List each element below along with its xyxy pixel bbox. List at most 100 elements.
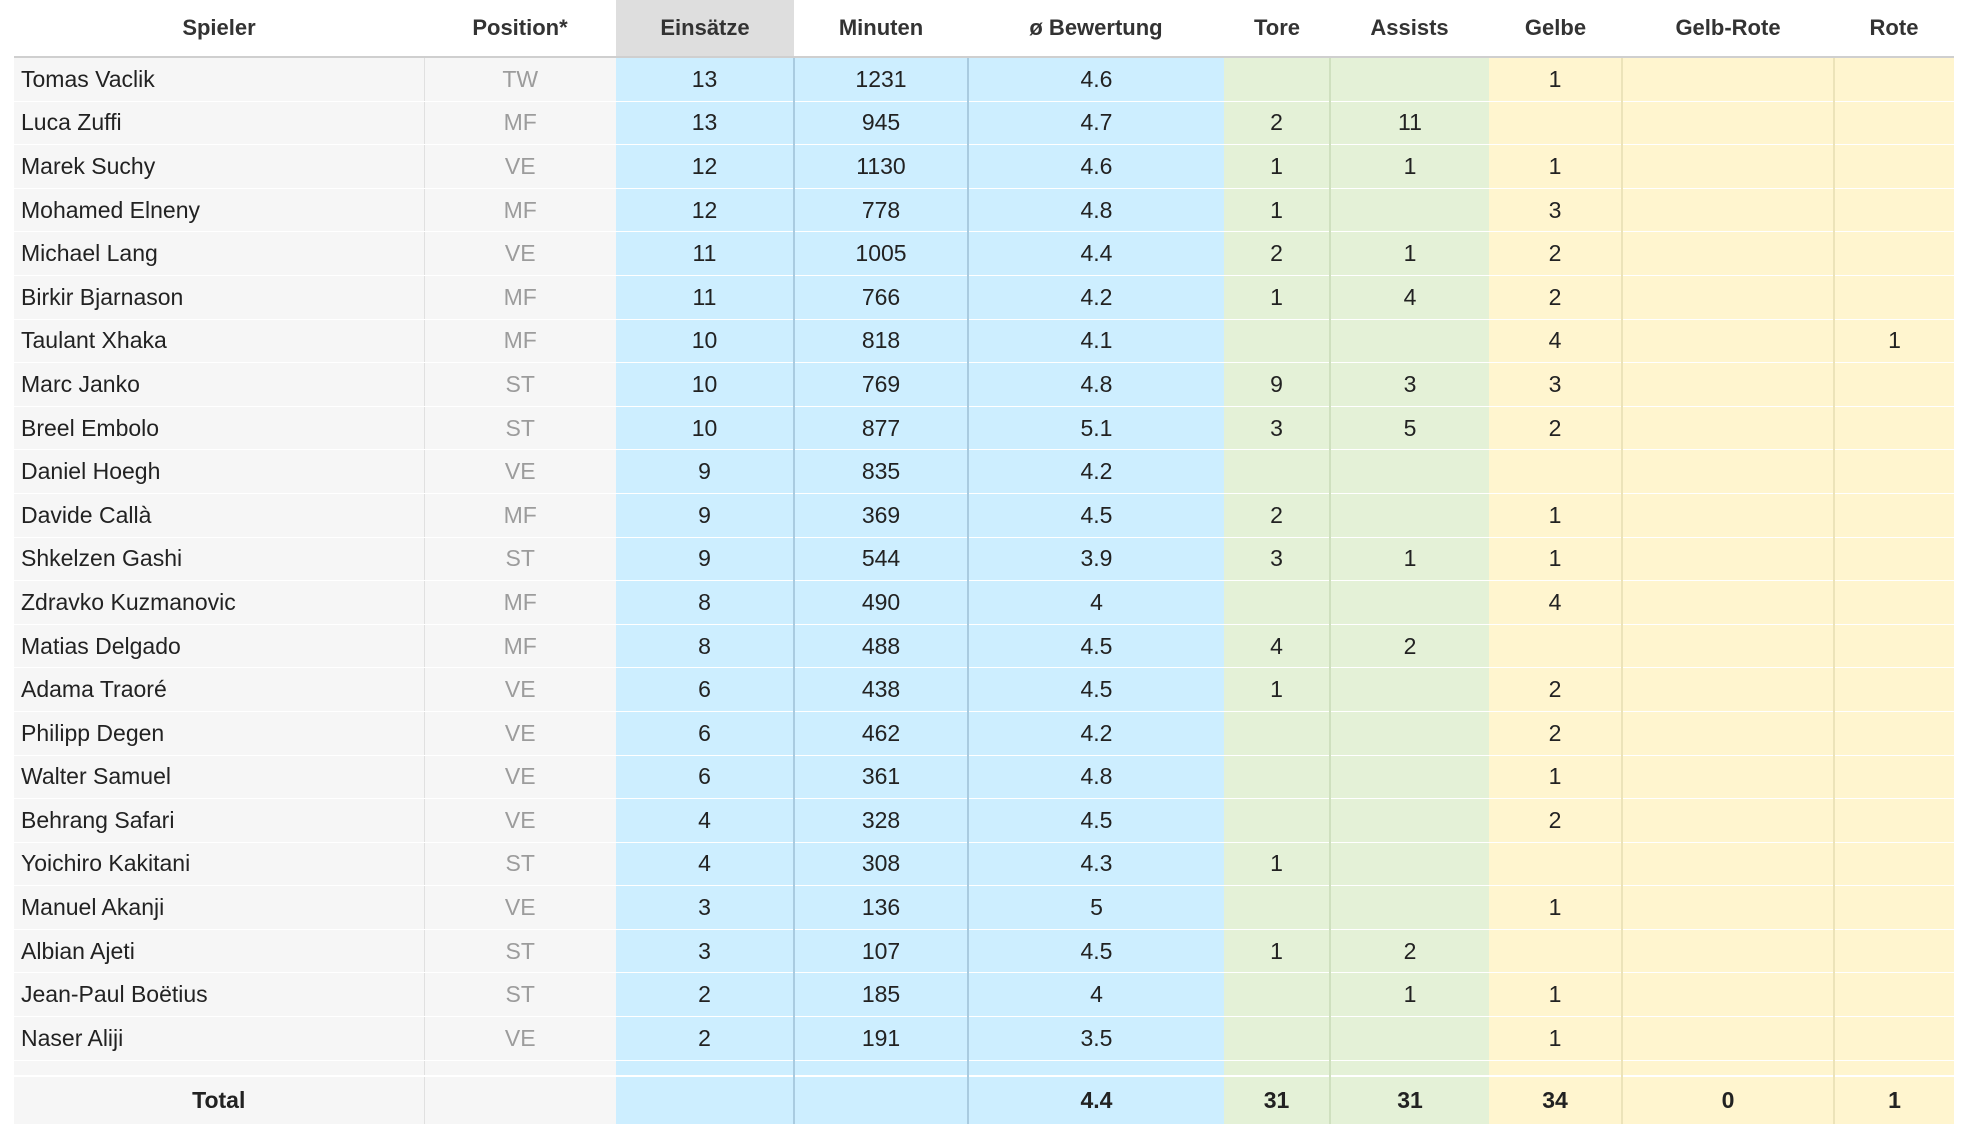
cell-tore [1224, 57, 1330, 102]
cell-einsaetze: 10 [616, 362, 794, 407]
cell-einsaetze: 4 [616, 798, 794, 843]
column-header-assists[interactable]: Assists [1330, 0, 1489, 58]
cell-gelbe [1489, 929, 1622, 974]
table-row: Birkir Bjarnason MF 11 766 4.2 1 4 2 [14, 275, 1954, 320]
cell-position: ST [423, 406, 616, 451]
cell-gelbe: 2 [1489, 667, 1622, 712]
cell-gelbe: 1 [1489, 755, 1622, 800]
cell-einsaetze: 11 [616, 231, 794, 276]
cell-minuten: 544 [793, 537, 968, 582]
cell-spieler: Shkelzen Gashi [14, 537, 424, 582]
cell-minuten: 191 [793, 1016, 968, 1061]
cell-assists: 1 [1329, 144, 1489, 189]
cell-position: VE [423, 711, 616, 756]
cell-assists [1329, 319, 1489, 364]
table-row: Adama Traoré VE 6 438 4.5 1 2 [14, 667, 1954, 712]
cell-minuten: 107 [793, 929, 968, 974]
cell-tore: 1 [1224, 144, 1330, 189]
column-header-position[interactable]: Position* [424, 0, 616, 58]
cell-bewertung: 4.6 [967, 144, 1224, 189]
cell-gelb-rote [1621, 667, 1834, 712]
cell-rote [1833, 231, 1954, 276]
cell-gelb-rote [1621, 842, 1834, 887]
cell-gelbe [1489, 624, 1622, 669]
table-row: Naser Aliji VE 2 191 3.5 1 [14, 1016, 1954, 1061]
cell-position: MF [423, 493, 616, 538]
cell-gelb-rote [1621, 537, 1834, 582]
cell-position: VE [423, 755, 616, 800]
cell-position: ST [423, 929, 616, 974]
cell-rote [1833, 711, 1954, 756]
cell-gelb-rote [1621, 755, 1834, 800]
cell-assists: 2 [1329, 929, 1489, 974]
cell-minuten: 1005 [793, 231, 968, 276]
cell-gelb-rote [1621, 57, 1834, 102]
cell-bewertung: 4.2 [967, 275, 1224, 320]
cell-einsaetze: 2 [616, 972, 794, 1018]
cell-gelb-rote [1621, 275, 1834, 320]
cell-position [423, 1074, 616, 1124]
cell-tore: 4 [1224, 624, 1330, 669]
cell-gelb-rote [1621, 101, 1834, 146]
column-header-einsaetze[interactable]: Einsätze [616, 0, 794, 58]
column-header-gelb-rote[interactable]: Gelb-Rote [1622, 0, 1834, 58]
cell-assists [1329, 57, 1489, 102]
cell-rote: 1 [1833, 1074, 1954, 1124]
table-row: Behrang Safari VE 4 328 4.5 2 [14, 798, 1954, 843]
column-header-tore[interactable]: Tore [1224, 0, 1330, 58]
cell-position: MF [423, 580, 616, 625]
cell-gelbe: 1 [1489, 493, 1622, 538]
column-header-bewertung[interactable]: ø Bewertung [968, 0, 1224, 58]
cell-position: MF [423, 188, 616, 233]
column-header-rote[interactable]: Rote [1834, 0, 1954, 58]
column-header-minuten[interactable]: Minuten [794, 0, 968, 58]
cell-spieler: Naser Aliji [14, 1016, 424, 1061]
cell-assists: 31 [1329, 1074, 1489, 1124]
cell-spieler: Matias Delgado [14, 624, 424, 669]
cell-einsaetze: 12 [616, 188, 794, 233]
cell-minuten: 308 [793, 842, 968, 887]
cell-einsaetze: 9 [616, 537, 794, 582]
cell-assists: 1 [1329, 537, 1489, 582]
table-row: Tomas Vaclik TW 13 1231 4.6 1 [14, 57, 1954, 102]
cell-rote [1833, 101, 1954, 146]
spacer-cell [14, 1060, 424, 1076]
spacer-cell [1489, 1060, 1622, 1076]
cell-gelbe: 1 [1489, 885, 1622, 930]
cell-position: VE [423, 231, 616, 276]
table-row: Taulant Xhaka MF 10 818 4.1 4 1 [14, 319, 1954, 364]
cell-gelb-rote: 0 [1621, 1074, 1834, 1124]
cell-rote [1833, 624, 1954, 669]
cell-einsaetze [616, 1074, 794, 1124]
cell-minuten: 488 [793, 624, 968, 669]
cell-bewertung: 4.2 [967, 449, 1224, 494]
cell-bewertung: 4.5 [967, 493, 1224, 538]
cell-einsaetze: 3 [616, 885, 794, 930]
table-row: Michael Lang VE 11 1005 4.4 2 1 2 [14, 231, 1954, 276]
cell-einsaetze: 3 [616, 929, 794, 974]
cell-rote [1833, 275, 1954, 320]
cell-gelbe: 34 [1489, 1074, 1622, 1124]
cell-gelb-rote [1621, 362, 1834, 407]
cell-minuten: 778 [793, 188, 968, 233]
cell-position: TW [423, 57, 616, 102]
table-row: Luca Zuffi MF 13 945 4.7 2 11 [14, 101, 1954, 146]
column-header-gelbe[interactable]: Gelbe [1489, 0, 1622, 58]
cell-gelb-rote [1621, 319, 1834, 364]
cell-tore [1224, 319, 1330, 364]
column-header-spieler[interactable]: Spieler [14, 0, 424, 58]
cell-rote [1833, 449, 1954, 494]
cell-einsaetze: 8 [616, 624, 794, 669]
cell-bewertung: 4.4 [967, 1074, 1224, 1124]
cell-spieler: Manuel Akanji [14, 885, 424, 930]
cell-position: ST [423, 972, 616, 1018]
cell-position: ST [423, 842, 616, 887]
cell-assists [1329, 798, 1489, 843]
cell-assists: 11 [1329, 101, 1489, 146]
table-row: Breel Embolo ST 10 877 5.1 3 5 2 [14, 406, 1954, 451]
cell-position: ST [423, 362, 616, 407]
cell-position: VE [423, 449, 616, 494]
cell-tore: 1 [1224, 188, 1330, 233]
cell-rote [1833, 667, 1954, 712]
cell-bewertung: 4.8 [967, 188, 1224, 233]
